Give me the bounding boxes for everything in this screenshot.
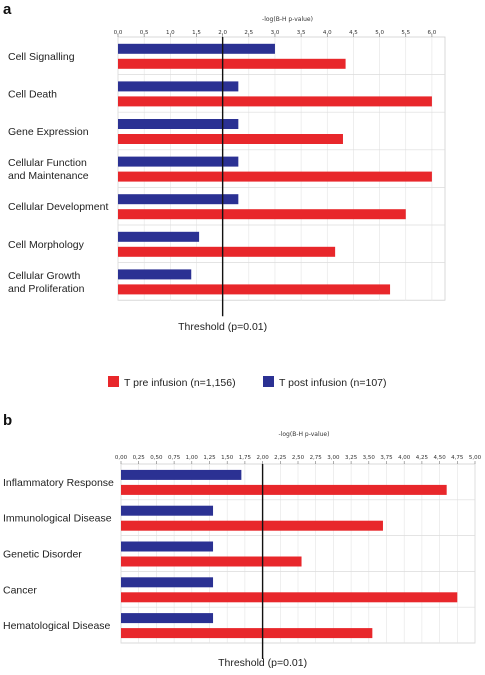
tick-label: 6,0 [428,30,437,36]
tick-label: 3,75 [380,455,393,461]
category-label: Inflammatory Response [3,477,114,489]
bar-pre-infusion [118,96,432,107]
bar-post-infusion [118,119,239,129]
panel-letter-b: b [3,412,12,429]
bar-post-infusion [118,269,192,280]
bar-post-infusion [121,469,242,480]
tick-label: 0,25 [133,455,146,461]
tick-label: 3,25 [345,455,358,461]
bars-a [118,43,432,295]
tick-label: 1,00 [186,455,199,461]
category-label: Hematological Disease [3,620,111,632]
tick-label: 4,25 [416,455,429,461]
bar-pre-infusion [118,134,343,144]
panel-letter-a: a [3,1,12,18]
category-labels-b: Inflammatory Response Immunological Disea… [3,477,114,632]
tick-label: 2,0 [218,30,227,36]
tick-label: 4,00 [398,455,411,461]
category-label: Cancer [3,584,37,596]
tick-label: 0,50 [150,455,163,461]
bar-post-infusion [121,613,214,624]
category-label: and Maintenance [8,170,89,182]
bar-pre-infusion [121,592,458,603]
bar-post-infusion [121,541,214,552]
x-axis-title-a: -log(B-H p-value) [262,16,313,23]
tick-label: 5,00 [469,455,482,461]
category-label: Cellular Growth [8,270,81,282]
bar-pre-infusion [118,284,391,295]
legend-label-post: T post infusion (n=107) [279,377,387,389]
x-axis-title-b: -log(B-H p-value) [279,431,330,438]
tick-labels-a: 0,0 0,5 1,0 1,5 2,0 2,5 3,0 3,5 4,0 4,5 5,0 5,5 6,0 [114,30,437,36]
tick-label: 3,50 [363,455,376,461]
tick-label: 1,50 [221,455,234,461]
tick-label: 3,5 [297,30,306,36]
tick-label: 0,75 [168,455,181,461]
category-label: and Proliferation [8,283,85,295]
tick-label: 5,5 [401,30,410,36]
bar-post-infusion [118,81,239,92]
tick-label: 4,5 [349,30,358,36]
tick-label: 1,75 [239,455,252,461]
bar-pre-infusion [118,209,406,220]
bar-post-infusion [118,231,200,242]
bar-pre-infusion [118,171,432,182]
legend-swatch-post [263,376,274,387]
tick-label: 1,25 [203,455,216,461]
tick-label: 2,00 [256,455,269,461]
bar-pre-infusion [121,556,302,567]
tick-label: 0,0 [114,30,123,36]
category-label: Cell Morphology [8,239,85,251]
tick-labels-b: 0,00 0,25 0,50 0,75 1,00 1,25 1,50 1,75 2,00 2,25… [115,455,482,461]
category-label: Cellular Function [8,157,87,169]
category-label: Cell Signalling [8,51,75,63]
bar-pre-infusion [121,484,447,495]
bar-post-infusion [118,156,239,167]
bar-pre-infusion [118,246,336,257]
bar-pre-infusion [121,520,383,531]
bar-pre-infusion [121,628,373,639]
category-label: Cell Death [8,88,57,100]
tick-label: 0,5 [140,30,149,36]
bar-post-infusion [121,577,214,588]
category-label: Cellular Development [8,201,108,213]
legend-label-pre: T pre infusion (n=1,156) [124,377,236,389]
tick-label: 0,00 [115,455,128,461]
threshold-label-b: Threshold (p=0.01) [218,657,307,669]
tick-label: 2,75 [310,455,323,461]
bar-post-infusion [118,194,239,205]
tick-label: 4,0 [323,30,332,36]
tick-label: 1,5 [192,30,201,36]
legend: T pre infusion (n=1,156) T post infusion… [108,376,387,389]
tick-label: 3,0 [271,30,280,36]
bars-b [121,469,458,639]
tick-label: 2,5 [244,30,253,36]
tick-label: 1,0 [166,30,175,36]
tick-label: 4,50 [433,455,446,461]
category-label: Immunological Disease [3,513,112,525]
tick-label: 2,50 [292,455,305,461]
category-label: Genetic Disorder [3,549,82,561]
tick-label: 5,0 [375,30,384,36]
threshold-label-a: Threshold (p=0.01) [178,321,267,333]
tick-label: 2,25 [274,455,287,461]
bar-pre-infusion [118,58,346,69]
bar-post-infusion [121,505,214,516]
tick-label: 4,75 [451,455,464,461]
category-labels-a: Cell Signalling Cell Death Gene Expression… [8,51,108,295]
tick-label: 3,00 [327,455,340,461]
category-label: Gene Expression [8,126,89,138]
bar-post-infusion [118,43,275,54]
chart-a: a -log(B-H p-value) 0,0 0,5 1,0 1,5 2,0 2,5 3,… [3,1,446,333]
legend-swatch-pre [108,376,119,387]
